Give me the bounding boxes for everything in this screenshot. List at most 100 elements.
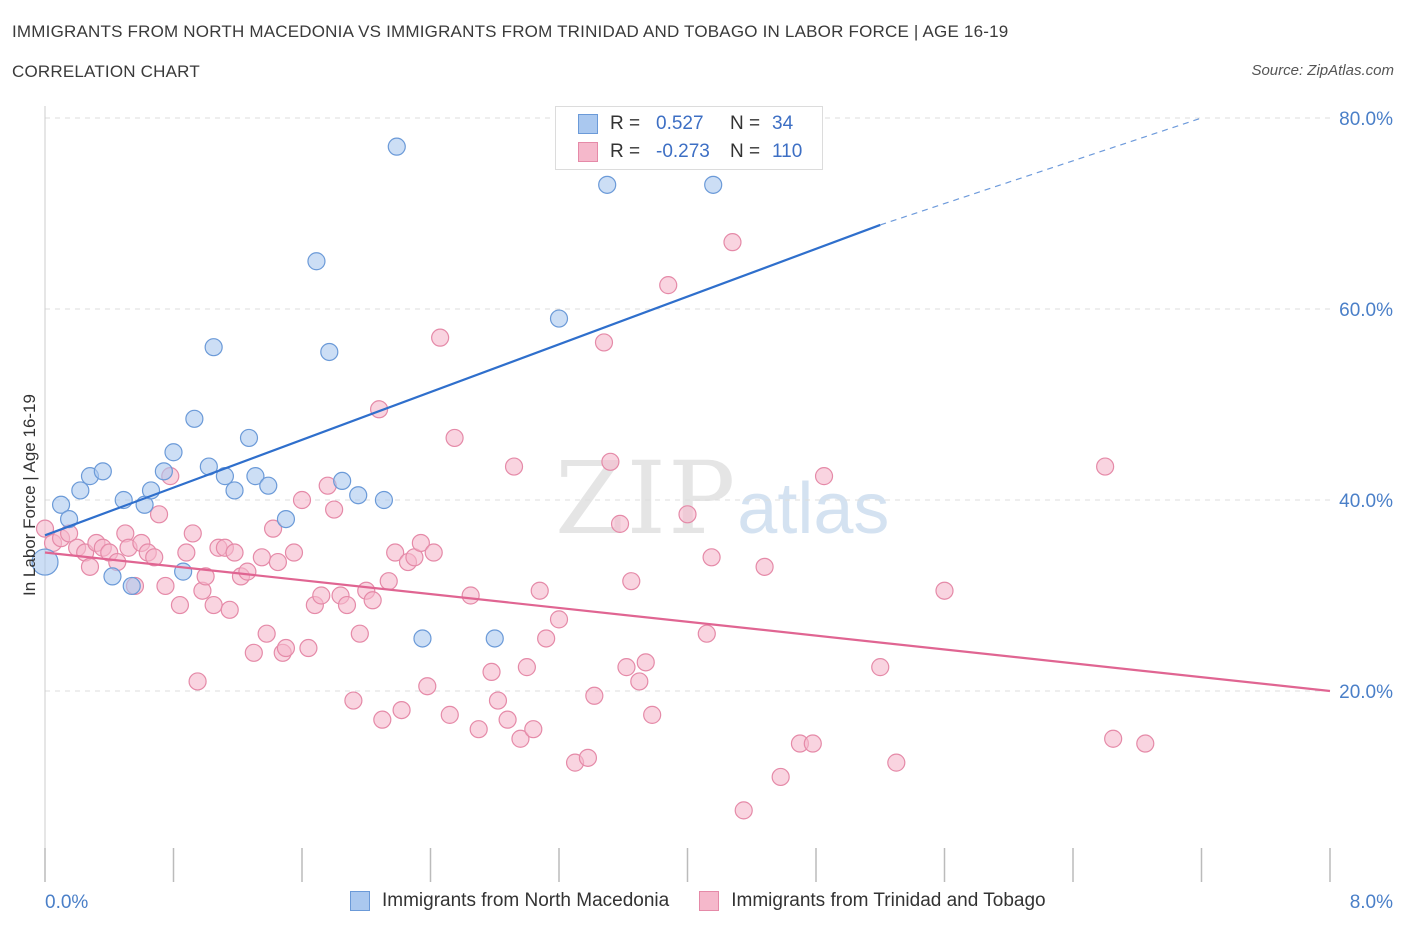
data-point-macedonia bbox=[31, 548, 59, 576]
data-point-trinidad bbox=[418, 677, 437, 696]
y-tick-label: 40.0% bbox=[1339, 491, 1393, 512]
legend-swatch-pink bbox=[699, 891, 720, 911]
data-point-trinidad bbox=[755, 557, 774, 576]
data-point-trinidad bbox=[344, 691, 363, 710]
trend-line-macedonia bbox=[44, 223, 881, 537]
data-point-macedonia bbox=[154, 462, 173, 481]
r-label: R = bbox=[610, 113, 641, 134]
data-point-trinidad bbox=[935, 581, 954, 600]
data-point-trinidad bbox=[299, 638, 318, 658]
watermark-atlas: atlas bbox=[737, 469, 890, 549]
data-point-trinidad bbox=[636, 653, 655, 672]
data-point-trinidad bbox=[594, 333, 614, 352]
data-point-trinidad bbox=[170, 595, 190, 615]
data-point-macedonia bbox=[51, 495, 71, 514]
data-point-macedonia bbox=[185, 409, 204, 428]
data-point-trinidad bbox=[617, 658, 636, 677]
trend-line-macedonia-extension bbox=[880, 117, 1202, 226]
data-point-macedonia bbox=[246, 467, 265, 486]
trend-lines bbox=[44, 117, 1331, 693]
data-point-trinidad bbox=[276, 638, 296, 658]
y-tick-label: 80.0% bbox=[1339, 109, 1393, 130]
data-point-macedonia bbox=[598, 175, 617, 194]
data-point-trinidad bbox=[482, 662, 501, 682]
data-point-trinidad bbox=[678, 505, 697, 524]
legend-row-trinidad: R = -0.273 N = 110 bbox=[578, 141, 802, 163]
data-point-trinidad bbox=[702, 548, 721, 567]
data-point-macedonia bbox=[71, 481, 90, 500]
data-point-macedonia bbox=[374, 490, 394, 510]
data-point-trinidad bbox=[196, 567, 215, 586]
data-point-trinidad bbox=[517, 658, 536, 677]
data-point-trinidad bbox=[630, 672, 649, 691]
data-point-trinidad bbox=[622, 572, 641, 591]
data-point-trinidad bbox=[440, 705, 459, 724]
data-point-trinidad bbox=[257, 624, 276, 643]
stats-legend: R = 0.527 N = 34 R = -0.273 N = 110 bbox=[555, 106, 823, 170]
data-point-trinidad bbox=[659, 276, 678, 295]
n-label: N = bbox=[730, 113, 761, 134]
data-point-trinidad bbox=[244, 643, 263, 662]
data-point-macedonia bbox=[413, 629, 432, 648]
data-point-trinidad bbox=[145, 548, 164, 567]
data-point-trinidad bbox=[80, 557, 100, 576]
legend-item-macedonia: Immigrants from North Macedonia bbox=[350, 890, 669, 912]
data-point-trinidad bbox=[220, 600, 239, 619]
r-value-macedonia: 0.527 bbox=[656, 113, 704, 134]
series-macedonia-points bbox=[31, 137, 723, 648]
data-point-trinidad bbox=[549, 610, 569, 629]
data-point-macedonia bbox=[320, 342, 339, 362]
data-point-trinidad bbox=[871, 658, 890, 677]
y-tick-label: 60.0% bbox=[1339, 300, 1393, 321]
data-point-trinidad bbox=[263, 519, 283, 538]
x-tick-label: 8.0% bbox=[1350, 892, 1393, 913]
data-point-macedonia bbox=[59, 509, 79, 529]
data-point-trinidad bbox=[156, 576, 175, 596]
data-point-macedonia bbox=[259, 476, 278, 495]
data-point-trinidad bbox=[771, 767, 790, 787]
data-point-macedonia bbox=[549, 309, 569, 328]
n-label: N = bbox=[730, 141, 761, 162]
data-point-trinidad bbox=[537, 629, 556, 648]
data-point-trinidad bbox=[177, 543, 196, 562]
data-point-trinidad bbox=[386, 543, 405, 562]
data-point-macedonia bbox=[333, 471, 352, 490]
legend-item-trinidad: Immigrants from Trinidad and Tobago bbox=[699, 890, 1046, 912]
data-point-trinidad bbox=[379, 572, 398, 591]
r-value-trinidad: -0.273 bbox=[656, 141, 710, 162]
data-point-trinidad bbox=[188, 672, 207, 691]
data-point-trinidad bbox=[469, 720, 488, 739]
data-point-trinidad bbox=[504, 457, 524, 476]
data-point-macedonia bbox=[164, 443, 183, 462]
data-point-macedonia bbox=[122, 576, 141, 596]
data-point-macedonia bbox=[485, 629, 504, 648]
data-point-macedonia bbox=[103, 567, 122, 586]
n-value-macedonia: 34 bbox=[772, 113, 794, 134]
legend-label-trinidad: Immigrants from Trinidad and Tobago bbox=[731, 890, 1046, 911]
watermark-zip: ZIP bbox=[555, 440, 738, 557]
data-point-trinidad bbox=[643, 705, 662, 724]
legend-swatch-blue bbox=[578, 114, 598, 134]
data-point-trinidad bbox=[350, 624, 369, 643]
legend-swatch-blue bbox=[350, 891, 370, 911]
grid bbox=[45, 117, 1330, 692]
data-point-macedonia bbox=[276, 509, 296, 529]
data-point-macedonia bbox=[204, 338, 223, 357]
data-point-trinidad bbox=[373, 710, 392, 729]
source-label: Source: ZipAtlas.com bbox=[1251, 62, 1394, 79]
data-point-trinidad bbox=[149, 505, 169, 524]
legend-swatch-pink bbox=[578, 142, 598, 162]
data-point-trinidad bbox=[431, 328, 450, 347]
data-point-macedonia bbox=[387, 137, 406, 156]
data-point-trinidad bbox=[445, 428, 464, 448]
y-tick-label: 20.0% bbox=[1339, 682, 1393, 703]
series-legend: Immigrants from North Macedonia Immigran… bbox=[350, 890, 1076, 912]
data-point-trinidad bbox=[697, 624, 716, 643]
data-point-macedonia bbox=[93, 462, 112, 481]
data-point-trinidad bbox=[578, 748, 598, 767]
data-point-trinidad bbox=[363, 591, 382, 610]
data-point-trinidad bbox=[530, 581, 549, 600]
data-point-trinidad bbox=[268, 552, 288, 572]
data-point-macedonia bbox=[239, 428, 259, 448]
